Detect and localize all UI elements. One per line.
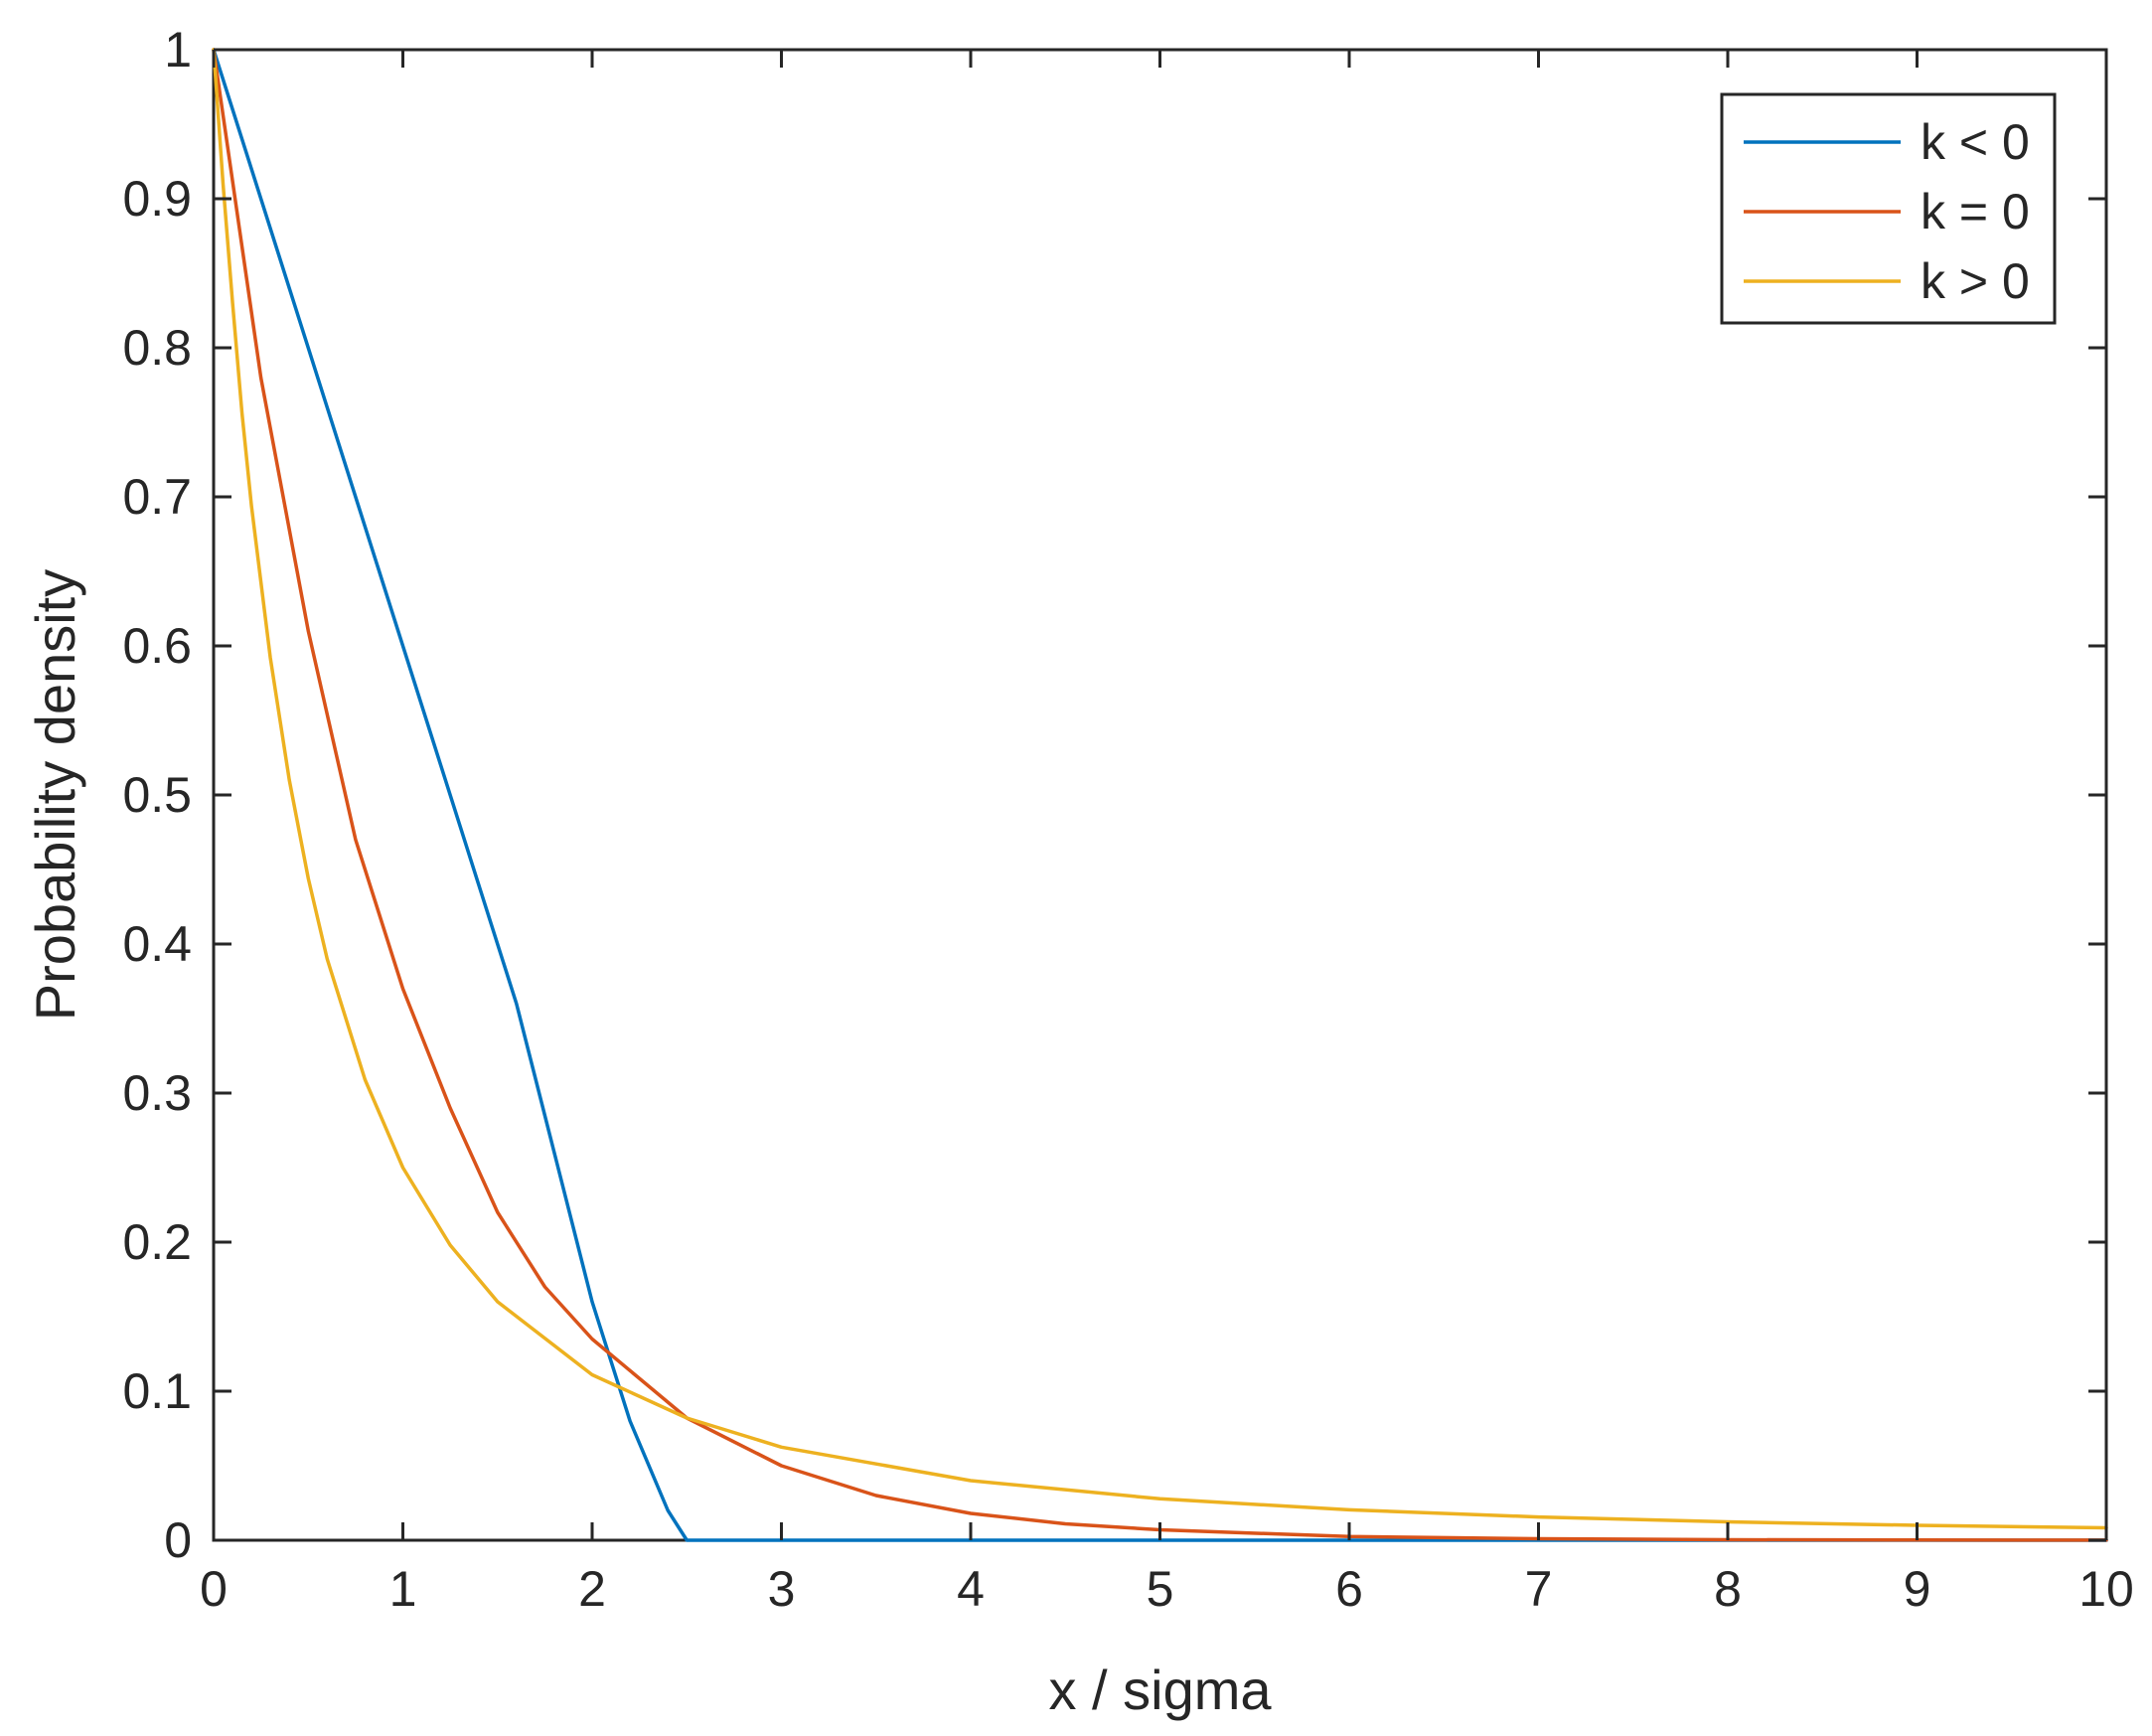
y-tick-label: 1 [164, 22, 192, 78]
x-tick-label: 0 [200, 1561, 228, 1617]
y-tick-labels: 0 0.1 0.2 0.3 0.4 0.5 0.6 0.7 0.8 0.9 1 [122, 22, 192, 1568]
x-tick-label: 4 [957, 1561, 985, 1617]
y-tick-label: 0.4 [122, 916, 192, 972]
legend-label-1: k < 0 [1921, 114, 2030, 170]
series-line-3 [212, 48, 2108, 1530]
legend-label-2: k = 0 [1921, 184, 2030, 239]
y-tick-label: 0.2 [122, 1214, 192, 1270]
y-tick-label: 0.1 [122, 1363, 192, 1419]
x-tick-label: 7 [1525, 1561, 1553, 1617]
series-line-2 [212, 48, 2108, 1542]
y-axis-label: Probability density [24, 569, 86, 1021]
x-tick-label: 10 [2078, 1561, 2134, 1617]
y-tick-label: 0 [164, 1512, 192, 1568]
x-tick-label: 6 [1335, 1561, 1363, 1617]
x-tick-label: 3 [768, 1561, 796, 1617]
ticks-group [212, 48, 2108, 1542]
x-tick-label: 1 [389, 1561, 417, 1617]
x-tick-label: 5 [1147, 1561, 1174, 1617]
legend-entries: k < 0 k = 0 k > 0 [1744, 114, 2030, 309]
legend-label-3: k > 0 [1921, 253, 2030, 309]
x-axis-label: x / sigma [1048, 1658, 1272, 1721]
legend: k < 0 k = 0 k > 0 [1720, 92, 2057, 325]
series-group [212, 48, 2108, 1542]
x-tick-label: 8 [1714, 1561, 1742, 1617]
x-tick-label: 9 [1904, 1561, 1931, 1617]
y-tick-label: 0.5 [122, 767, 192, 823]
y-tick-label: 0.7 [122, 469, 192, 525]
y-tick-label: 0.8 [122, 320, 192, 376]
x-tick-label: 2 [578, 1561, 606, 1617]
y-tick-label: 0.9 [122, 171, 192, 227]
y-tick-label: 0.3 [122, 1065, 192, 1121]
legend-box [1720, 92, 2057, 325]
series-line-1 [212, 48, 2108, 1542]
y-tick-label: 0.6 [122, 618, 192, 674]
x-tick-labels: 0 1 2 3 4 5 6 7 8 9 10 [200, 1561, 2134, 1617]
